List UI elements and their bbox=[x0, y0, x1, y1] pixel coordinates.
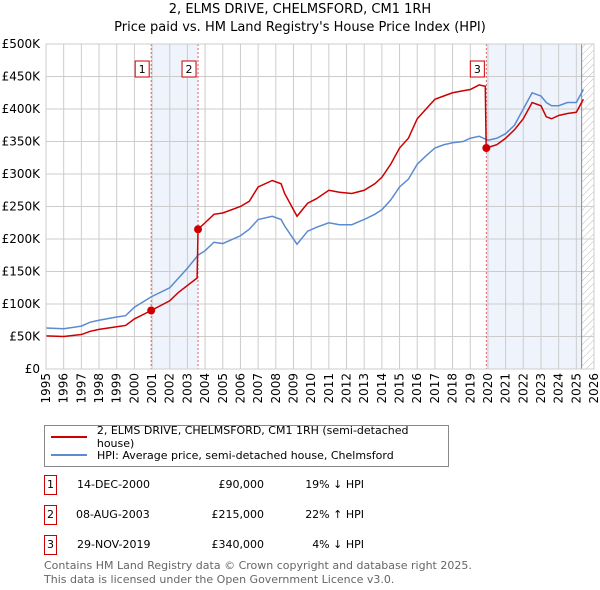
x-tick-label: 2000 bbox=[127, 373, 141, 404]
y-tick-label: £0 bbox=[25, 362, 40, 376]
table-row: 2 08-AUG-2003 £215,000 22% ↑ HPI bbox=[44, 505, 444, 525]
sale-label-box bbox=[134, 60, 150, 78]
x-tick-label: 2017 bbox=[428, 373, 442, 404]
x-tick-label: 2026 bbox=[587, 373, 600, 404]
sale-hpi-diff: 22% ↑ HPI bbox=[305, 508, 364, 521]
x-tick-label: 2013 bbox=[357, 373, 371, 404]
x-tick-label: 2003 bbox=[180, 373, 194, 404]
x-tick-label: 2007 bbox=[251, 373, 265, 404]
x-tick-label: 2024 bbox=[552, 373, 566, 404]
x-tick-label: 2004 bbox=[198, 373, 212, 404]
x-tick-label: 2010 bbox=[304, 373, 318, 404]
legend-swatch-red bbox=[51, 436, 87, 438]
sale-label: 1 bbox=[139, 63, 146, 76]
footer: Contains HM Land Registry data © Crown c… bbox=[44, 559, 472, 587]
sale-price: £90,000 bbox=[218, 478, 265, 491]
x-tick-label: 2002 bbox=[163, 373, 177, 404]
table-row: 1 14-DEC-2000 £90,000 19% ↓ HPI bbox=[44, 475, 444, 495]
sale-point bbox=[482, 144, 491, 152]
x-tick-label: 1996 bbox=[57, 373, 71, 404]
price-paid-line bbox=[45, 84, 585, 338]
x-tick-label: 2001 bbox=[145, 373, 159, 404]
footer-line: Contains HM Land Registry data © Crown c… bbox=[44, 559, 472, 572]
x-tick-label: 2019 bbox=[463, 373, 477, 404]
legend-label: 2, ELMS DRIVE, CHELMSFORD, CM1 1RH (semi… bbox=[96, 424, 409, 450]
chart-title: 2, ELMS DRIVE, CHELMSFORD, CM1 1RH bbox=[168, 2, 432, 17]
legend-swatch-blue bbox=[51, 454, 87, 456]
sale-marker-box: 1 bbox=[44, 475, 57, 495]
sale-marker-box: 3 bbox=[44, 535, 57, 555]
y-tick-label: £300K bbox=[2, 167, 42, 181]
sale-label: 3 bbox=[474, 63, 481, 76]
x-tick-label: 2006 bbox=[233, 373, 247, 404]
y-tick-label: £200K bbox=[2, 232, 42, 246]
sale-label: 2 bbox=[186, 63, 193, 76]
legend-item-property: 2, ELMS DRIVE, CHELMSFORD, CM1 1RH (semi… bbox=[51, 424, 448, 450]
plot-frame bbox=[45, 43, 595, 370]
x-tick-label: 1997 bbox=[74, 373, 88, 404]
y-tick-label: £350K bbox=[2, 135, 42, 149]
x-tick-label: 2016 bbox=[410, 373, 424, 404]
x-tick-label: 1998 bbox=[92, 373, 106, 404]
x-tick-label: 2005 bbox=[216, 373, 230, 404]
x-tick-label: 2014 bbox=[375, 373, 389, 404]
sale-hpi-diff: 4% ↓ HPI bbox=[312, 538, 364, 551]
table-row: 3 29-NOV-2019 £340,000 4% ↓ HPI bbox=[44, 535, 444, 555]
x-tick-label: 2012 bbox=[340, 373, 354, 404]
x-tick-label: 2009 bbox=[286, 373, 300, 404]
footer-line: This data is licensed under the Open Gov… bbox=[44, 573, 395, 586]
chart-svg: 1995 1996 1997 1998 1999 2000 2001 2002 2003 2004… bbox=[2, 37, 600, 404]
sale-label-box bbox=[181, 60, 197, 78]
x-tick-label: 2025 bbox=[569, 373, 583, 404]
y-tick-label: £450K bbox=[2, 70, 42, 84]
y-tick-label: £150K bbox=[2, 265, 42, 279]
x-tick-label: 2021 bbox=[499, 373, 513, 404]
y-tick-label: £250K bbox=[2, 200, 42, 214]
y-tick-label: £50K bbox=[9, 330, 41, 344]
sale-point bbox=[147, 306, 156, 315]
y-tick-label: £500K bbox=[2, 37, 42, 51]
sale-price: £340,000 bbox=[211, 538, 265, 551]
sale-label-box bbox=[469, 60, 485, 78]
sale-point bbox=[194, 225, 203, 234]
x-tick-label: 2022 bbox=[516, 373, 530, 404]
x-tick-label: 1999 bbox=[110, 373, 124, 404]
x-tick-label: 2011 bbox=[322, 373, 336, 404]
y-tick-label: £100K bbox=[2, 297, 42, 311]
x-tick-label: 2020 bbox=[481, 373, 495, 404]
x-tick-label: 2023 bbox=[534, 373, 548, 404]
chart-subtitle: Price paid vs. HM Land Registry's House … bbox=[114, 20, 486, 35]
legend-label: HPI: Average price, semi-detached house,… bbox=[97, 448, 394, 462]
legend-item-hpi: HPI: Average price, semi-detached house,… bbox=[51, 447, 394, 463]
sale-hpi-diff: 19% ↓ HPI bbox=[305, 478, 364, 491]
sale-price: £215,000 bbox=[211, 508, 265, 521]
x-tick-label: 1995 bbox=[39, 373, 53, 404]
legend: 2, ELMS DRIVE, CHELMSFORD, CM1 1RH (semi… bbox=[44, 424, 449, 467]
sale-date: 08-AUG-2003 bbox=[76, 508, 150, 521]
x-tick-label: 2008 bbox=[269, 373, 283, 404]
x-tick-label: 2015 bbox=[393, 373, 407, 404]
sale-date: 29-NOV-2019 bbox=[77, 538, 151, 551]
sale-date: 14-DEC-2000 bbox=[77, 478, 151, 491]
hpi-line bbox=[45, 89, 585, 330]
x-tick-label: 2018 bbox=[446, 373, 460, 404]
sale-marker-box: 2 bbox=[44, 505, 57, 525]
y-tick-label: £400K bbox=[2, 102, 42, 116]
